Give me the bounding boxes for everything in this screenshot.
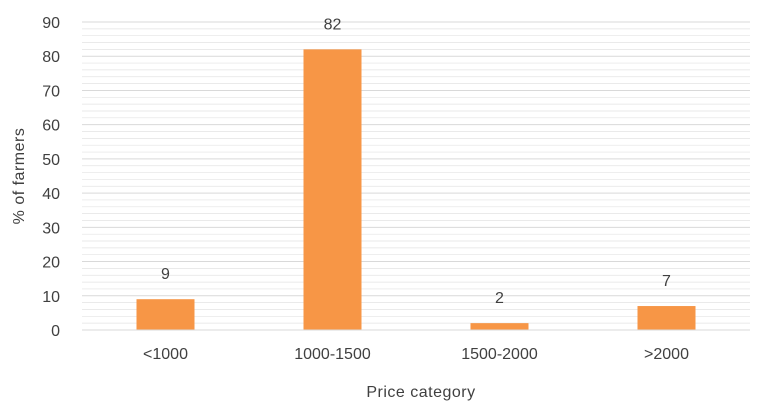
gridlines <box>82 21 750 324</box>
y-tick-label: 20 <box>42 255 60 272</box>
y-tick-label: 10 <box>42 289 60 306</box>
bar <box>470 323 529 330</box>
data-label: 7 <box>662 273 671 290</box>
x-tick-label: 1000-1500 <box>294 346 371 363</box>
bar <box>136 299 195 330</box>
data-label: 2 <box>495 290 504 307</box>
y-tick-label: 70 <box>42 83 60 100</box>
x-axis-ticks: <1000 1000-1500 1500-2000 >2000 <box>143 346 689 363</box>
y-tick-label: 90 <box>42 15 60 32</box>
x-axis-title: Price category <box>366 384 475 401</box>
data-label: 9 <box>161 266 170 283</box>
x-tick-label: 1500-2000 <box>461 346 538 363</box>
y-tick-label: 30 <box>42 220 60 237</box>
bars <box>136 49 696 330</box>
y-tick-label: 0 <box>51 323 60 340</box>
data-label: 82 <box>324 16 342 33</box>
y-tick-label: 60 <box>42 118 60 135</box>
bar <box>637 306 696 330</box>
y-tick-label: 40 <box>42 186 60 203</box>
x-tick-label: <1000 <box>143 346 188 363</box>
x-tick-label: >2000 <box>644 346 689 363</box>
y-axis-title: % of farmers <box>11 128 28 225</box>
y-tick-label: 50 <box>42 152 60 169</box>
y-axis-ticks: 0 10 20 30 40 50 60 70 80 90 <box>42 15 60 340</box>
bar <box>303 49 362 330</box>
y-tick-label: 80 <box>42 49 60 66</box>
data-labels: 9 82 2 7 <box>161 16 671 307</box>
